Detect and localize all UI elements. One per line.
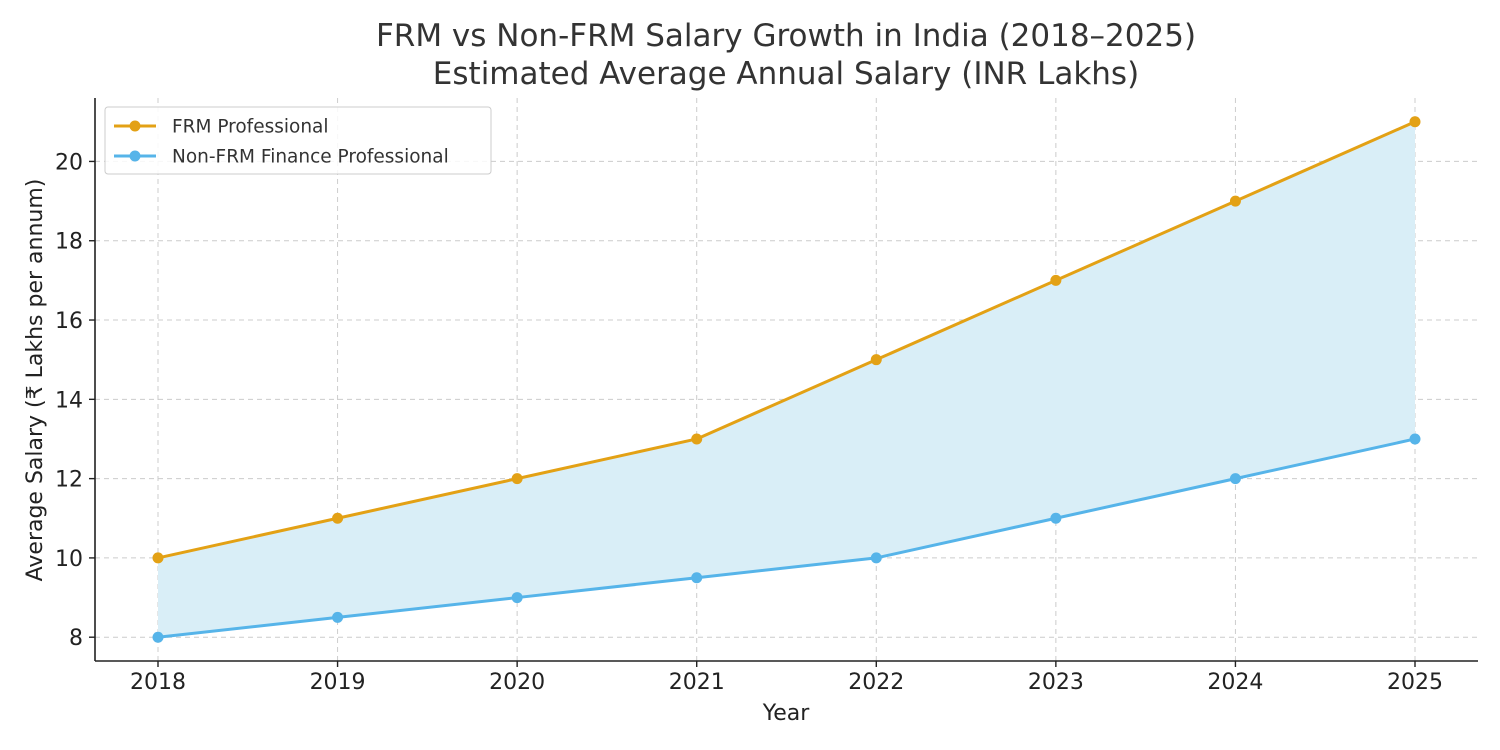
y-tick-label: 8 — [69, 626, 83, 651]
x-tick-label: 2018 — [130, 670, 186, 695]
y-tick-label: 16 — [55, 309, 83, 334]
data-point — [1229, 473, 1241, 485]
y-axis-label: Average Salary (₹ Lakhs per annum) — [23, 179, 48, 582]
series-frm — [152, 116, 1421, 564]
legend: FRM Professional Non-FRM Finance Professi… — [104, 106, 492, 175]
chart-subtitle: Estimated Average Annual Salary (INR Lak… — [433, 56, 1139, 92]
y-tick-label: 18 — [55, 230, 83, 255]
legend-swatch-marker — [129, 120, 141, 132]
x-tick-label: 2021 — [669, 670, 725, 695]
y-tick-label: 20 — [55, 150, 83, 175]
data-point — [691, 572, 703, 584]
data-point — [511, 592, 523, 604]
x-tick-label: 2020 — [489, 670, 545, 695]
legend-entries: FRM Professional Non-FRM Finance Professi… — [114, 117, 449, 168]
data-point — [1409, 116, 1421, 128]
tick-labels: 2018 2019 2020 2021 2022 2023 2024 202581012141… — [55, 150, 1443, 695]
x-tick-label: 2024 — [1207, 670, 1263, 695]
data-point — [1229, 195, 1241, 207]
legend-label: Non-FRM Finance Professional — [172, 147, 449, 168]
data-point — [1050, 274, 1062, 286]
series-line — [157, 437, 1416, 639]
y-tick-label: 12 — [55, 468, 83, 493]
data-point — [511, 473, 523, 485]
axes — [94, 98, 1478, 662]
data-point — [152, 552, 164, 564]
y-tick-label: 10 — [55, 547, 83, 572]
x-tick-label: 2025 — [1387, 670, 1443, 695]
x-tick-label: 2019 — [310, 670, 366, 695]
data-point — [870, 354, 882, 366]
x-tick-label: 2023 — [1028, 670, 1084, 695]
salary-gap-area — [158, 121, 1415, 638]
data-point — [691, 433, 703, 445]
legend-label: FRM Professional — [172, 117, 329, 138]
series-layer — [152, 116, 1421, 643]
data-point — [1409, 433, 1421, 445]
data-point — [870, 552, 882, 564]
legend-box — [104, 106, 492, 175]
x-axis-label: Year — [762, 701, 811, 726]
series-non-frm — [152, 433, 1421, 643]
y-tick-label: 14 — [55, 388, 83, 413]
data-point — [152, 631, 164, 643]
x-tick-label: 2022 — [848, 670, 904, 695]
chart-title: FRM vs Non-FRM Salary Growth in India (2… — [376, 18, 1196, 54]
legend-swatch-marker — [129, 150, 141, 162]
series-line — [157, 120, 1416, 560]
data-point — [332, 512, 344, 524]
data-point — [1050, 512, 1062, 524]
data-point — [332, 611, 344, 623]
